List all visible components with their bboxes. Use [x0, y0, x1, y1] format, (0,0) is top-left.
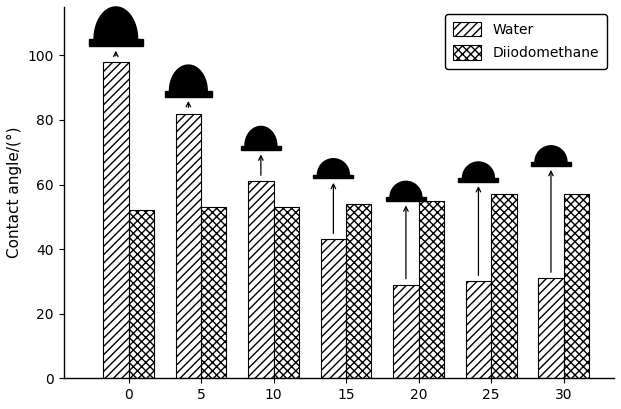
Bar	[248, 181, 274, 378]
Bar	[564, 194, 589, 378]
FancyBboxPatch shape	[531, 162, 571, 166]
FancyBboxPatch shape	[314, 175, 353, 178]
FancyBboxPatch shape	[458, 178, 499, 182]
FancyBboxPatch shape	[386, 198, 426, 201]
Bar	[201, 207, 227, 378]
Bar	[393, 285, 419, 378]
Y-axis label: Contact angle/(°): Contact angle/(°)	[7, 127, 22, 258]
Bar	[274, 207, 299, 378]
FancyBboxPatch shape	[89, 39, 143, 46]
FancyBboxPatch shape	[241, 146, 281, 150]
Polygon shape	[94, 7, 138, 39]
FancyBboxPatch shape	[165, 91, 212, 97]
Bar	[176, 114, 201, 378]
Bar	[346, 204, 371, 378]
Bar	[538, 278, 564, 378]
Legend: Water, Diiodomethane: Water, Diiodomethane	[445, 14, 607, 68]
Bar	[419, 201, 444, 378]
Polygon shape	[535, 146, 567, 162]
Bar	[466, 281, 491, 378]
Polygon shape	[317, 159, 350, 175]
Polygon shape	[390, 181, 422, 198]
Polygon shape	[245, 126, 277, 146]
Bar	[320, 239, 346, 378]
Bar	[103, 62, 129, 378]
Polygon shape	[463, 162, 494, 178]
Bar	[491, 194, 517, 378]
Polygon shape	[170, 65, 207, 91]
Bar	[129, 210, 154, 378]
